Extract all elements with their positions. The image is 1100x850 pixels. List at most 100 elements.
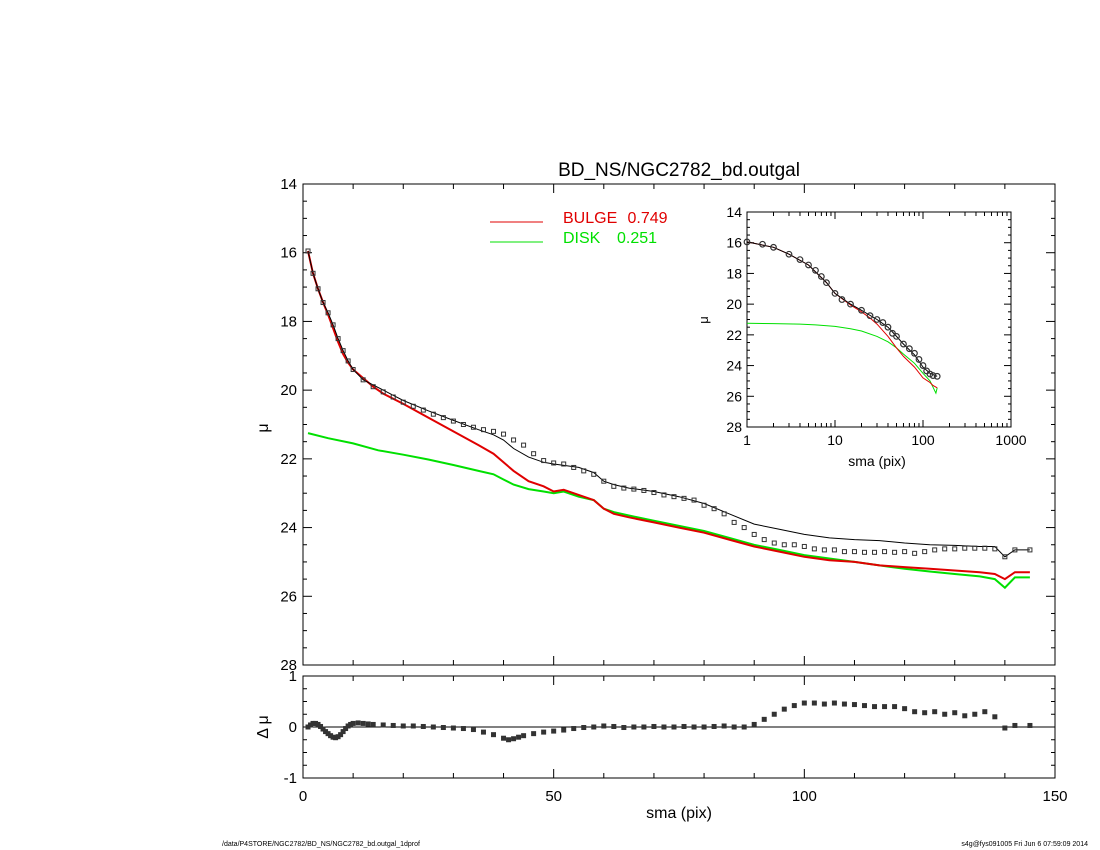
residual-point bbox=[410, 723, 416, 729]
main-point bbox=[641, 487, 647, 493]
inset-point bbox=[873, 316, 881, 323]
main-point bbox=[972, 545, 978, 551]
main-point bbox=[430, 411, 436, 417]
residual-point bbox=[801, 700, 807, 706]
residual-point bbox=[531, 731, 537, 737]
residual-point bbox=[340, 729, 346, 735]
main-point bbox=[982, 545, 988, 551]
inset-x-tick-label: 1 bbox=[743, 432, 751, 448]
residual-point bbox=[992, 714, 998, 720]
main-y-tick-label: 28 bbox=[280, 657, 297, 674]
residual-point bbox=[771, 711, 777, 717]
x-tick-label: 150 bbox=[1042, 788, 1067, 805]
residual-point bbox=[460, 726, 466, 732]
residual-point bbox=[521, 733, 527, 739]
residual-point bbox=[561, 727, 567, 733]
main-point bbox=[601, 478, 607, 484]
inset-point bbox=[929, 372, 937, 379]
residual-point bbox=[821, 701, 827, 707]
residual-point bbox=[851, 702, 857, 708]
residual-point bbox=[841, 701, 847, 707]
residual-point bbox=[450, 725, 456, 731]
inset-x-tick-label: 1000 bbox=[995, 432, 1026, 448]
main-point bbox=[701, 502, 707, 508]
main-point bbox=[501, 431, 507, 437]
inset-point bbox=[893, 332, 900, 340]
main-point bbox=[551, 460, 557, 466]
main-point bbox=[942, 546, 948, 552]
main-point bbox=[611, 483, 617, 489]
main-point bbox=[470, 424, 476, 430]
residual-point bbox=[470, 727, 476, 733]
main-y-tick-label: 18 bbox=[280, 313, 297, 330]
main-point bbox=[390, 394, 396, 400]
inset-point bbox=[823, 279, 830, 287]
main-point bbox=[460, 422, 466, 427]
residual-point bbox=[831, 700, 837, 706]
residual-point bbox=[581, 725, 587, 731]
inset-point bbox=[759, 240, 766, 248]
main-point bbox=[1002, 554, 1008, 560]
main-point bbox=[751, 531, 757, 537]
main-point bbox=[771, 540, 777, 546]
main-point bbox=[511, 437, 517, 443]
main-y-tick-label: 16 bbox=[280, 245, 297, 262]
residual-point bbox=[932, 709, 938, 715]
residual-point bbox=[440, 725, 446, 731]
residual-point bbox=[1012, 722, 1018, 728]
main-point bbox=[1012, 547, 1018, 553]
residual-y-axis-label: Δ μ bbox=[255, 715, 272, 738]
x-tick-label: 0 bbox=[299, 788, 307, 805]
main-point bbox=[571, 464, 577, 470]
residual-point bbox=[511, 736, 517, 742]
main-point bbox=[691, 497, 697, 503]
main-y-tick-label: 14 bbox=[280, 176, 297, 193]
inset-log-panel: 1 10 100 1000 14 16 18 20 22 24 26 28 bbox=[726, 204, 1026, 448]
residual-point bbox=[972, 711, 978, 717]
residual-point bbox=[621, 725, 627, 731]
main-profile-panel: 14 16 18 20 22 24 26 28 bbox=[280, 176, 1056, 674]
residual-point bbox=[601, 723, 607, 729]
main-point bbox=[315, 286, 321, 292]
main-point bbox=[325, 310, 331, 316]
inset-point bbox=[879, 319, 887, 326]
main-point bbox=[821, 547, 827, 553]
x-tick-label: 50 bbox=[545, 788, 562, 805]
residual-point bbox=[611, 723, 617, 729]
residual-point bbox=[731, 724, 737, 730]
residual-point bbox=[516, 734, 522, 740]
residual-point bbox=[631, 724, 637, 730]
residual-point bbox=[641, 724, 647, 730]
main-point bbox=[811, 546, 817, 552]
main-point bbox=[480, 427, 486, 433]
residual-point bbox=[751, 721, 757, 727]
x-axis-label: sma (pix) bbox=[646, 805, 712, 822]
inset-point bbox=[796, 256, 804, 264]
main-point bbox=[902, 549, 908, 555]
main-point bbox=[541, 458, 547, 464]
inset-point bbox=[919, 362, 927, 369]
residual-point bbox=[922, 710, 928, 716]
residual-point bbox=[1027, 722, 1033, 728]
inset-y-tick-label: 20 bbox=[726, 296, 742, 312]
inset-x-tick-label: 10 bbox=[827, 432, 843, 448]
main-point bbox=[661, 492, 667, 498]
residual-point bbox=[355, 720, 361, 726]
main-point bbox=[491, 428, 497, 434]
main-series-total-model bbox=[307, 250, 1030, 558]
residual-point bbox=[420, 723, 426, 729]
main-point bbox=[450, 418, 456, 424]
residual-point bbox=[360, 720, 366, 726]
main-point bbox=[892, 549, 898, 555]
main-point bbox=[370, 384, 376, 390]
residual-point bbox=[691, 724, 697, 730]
main-point bbox=[801, 543, 807, 549]
main-point bbox=[621, 485, 627, 491]
inset-point bbox=[743, 238, 751, 246]
residual-point bbox=[350, 720, 356, 726]
main-point bbox=[932, 547, 938, 553]
main-point bbox=[731, 519, 737, 525]
main-point bbox=[320, 300, 326, 306]
legend-label-bulge: BULGE bbox=[563, 210, 617, 227]
